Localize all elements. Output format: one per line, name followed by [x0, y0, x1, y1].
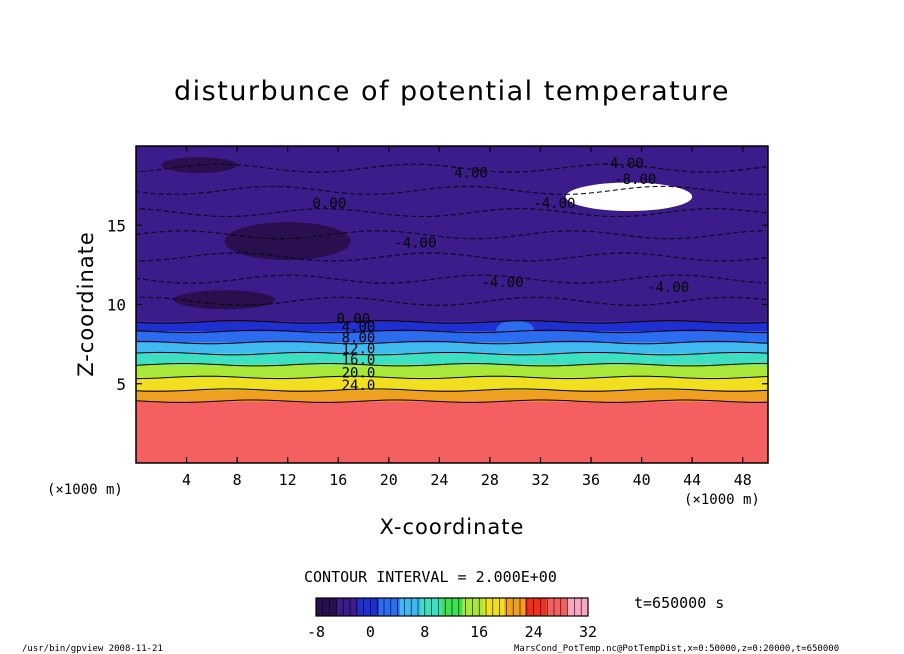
- contour-label-6: -4.00: [481, 275, 523, 291]
- field-anomaly-0: [565, 182, 693, 211]
- contour-line-0: [136, 399, 768, 403]
- colorbar-frame: [315, 597, 589, 617]
- field-band-4: [136, 353, 768, 365]
- colorbar-swatch-10: [525, 598, 547, 616]
- contour-line-7: [136, 320, 768, 324]
- contour-label-13: 20.0: [342, 365, 376, 381]
- colorbar-tick-label-0: -8: [307, 623, 325, 641]
- colorbar-swatch-1: [336, 598, 359, 616]
- x-unit-label: (×1000 m): [684, 492, 760, 508]
- z-unit-label: (×1000 m): [47, 482, 123, 498]
- x-tick-label-9: 40: [633, 471, 651, 489]
- contour-label-2: -8.00: [614, 172, 656, 188]
- x-tick-label-5: 24: [430, 471, 448, 489]
- contour-label-1: -4.00: [602, 156, 644, 172]
- x-tick-label-0: 4: [182, 471, 191, 489]
- contour-dashed-3: [136, 230, 767, 240]
- colorbar-tick-label-1: 0: [366, 623, 375, 641]
- contour-label-7: -4.00: [647, 280, 689, 296]
- x-tick-label-6: 28: [481, 471, 499, 489]
- field-band-6: [136, 331, 768, 343]
- contour-layer: [136, 163, 768, 403]
- contour-dashed-1: [136, 274, 767, 284]
- contour-label-4: -4.00: [533, 196, 575, 212]
- field-layer: [136, 146, 768, 463]
- colorbar-swatch-2: [357, 598, 380, 616]
- colorbar-swatch-0: [316, 598, 338, 616]
- contour-line-3: [136, 363, 768, 367]
- x-tick-label-1: 8: [233, 471, 242, 489]
- colorbar-tick-label-4: 24: [525, 623, 543, 641]
- x-tick-label-3: 16: [329, 471, 347, 489]
- contour-label-14: 24.0: [342, 378, 376, 394]
- contour-label-5: -4.00: [394, 235, 436, 251]
- x-tick-label-2: 12: [279, 471, 297, 489]
- chart-title: disturbunce of potential temperature: [174, 76, 730, 107]
- contour-dashed-2: [136, 252, 767, 262]
- colorbar-swatch-12: [567, 598, 589, 616]
- contour-label-12: 16.0: [342, 353, 376, 369]
- contour-line-1: [136, 388, 768, 392]
- contour-label-8: 0.00: [337, 312, 371, 328]
- field-band-1: [136, 390, 768, 402]
- y-tick-label-2: 15: [107, 216, 126, 235]
- contour-line-2: [136, 375, 768, 380]
- contour-dashed-5: [136, 185, 767, 195]
- colorbar-tick-label-5: 32: [579, 623, 597, 641]
- colorbar-swatch-4: [399, 598, 422, 616]
- time-label: t=650000 s: [634, 594, 725, 612]
- contour-label-0: 4.00: [454, 166, 488, 182]
- field-band-7: [136, 321, 768, 332]
- y-ticks: 5 10 15: [107, 216, 768, 394]
- contour-label-10: 8.00: [342, 331, 376, 347]
- x-tick-label-8: 36: [582, 471, 600, 489]
- field-band-2: [136, 377, 768, 391]
- y-tick-label-0: 5: [116, 375, 126, 394]
- contour-dashed-0: [136, 296, 767, 306]
- x-tick-label-4: 20: [380, 471, 398, 489]
- field-band-5: [136, 342, 768, 354]
- colorbar-swatch-11: [546, 598, 568, 616]
- contour-label-3: 0.00: [313, 196, 347, 212]
- x-tick-label-7: 32: [531, 471, 549, 489]
- y-tick-label-1: 10: [107, 296, 126, 315]
- x-ticks: 4 8 12 16 20 24 28 32 36 40 44 48: [182, 146, 752, 489]
- contour-line-5: [136, 340, 768, 345]
- field-band-3: [136, 364, 768, 378]
- contour-dashed-4: [136, 208, 767, 218]
- colorbar-tick-label-3: 16: [470, 623, 488, 641]
- footer-right: MarsCond_PotTemp.nc@PotTempDist,x=0:5000…: [514, 644, 840, 654]
- contour-interval: CONTOUR INTERVAL = 2.000E+00: [304, 568, 557, 586]
- x-axis-label: X-coordinate: [379, 515, 525, 539]
- field-anomaly-2: [224, 222, 351, 261]
- contour-label-11: 12.0: [342, 342, 376, 358]
- footer-left: /usr/bin/gpview 2008-11-21: [22, 644, 163, 654]
- colorbar-tick-label-2: 8: [420, 623, 429, 641]
- contour-labels: 4.00-4.00-8.000.00 -4.00-4.00-4.00 -4.000.…: [313, 156, 690, 394]
- contour-line-6: [136, 329, 768, 334]
- field-anomaly-3: [173, 290, 276, 310]
- field-band-0: [136, 401, 768, 463]
- x-tick-label-11: 48: [734, 471, 752, 489]
- contour-label-9: 4.00: [342, 319, 376, 335]
- contour-dashed-6: [136, 163, 767, 173]
- colorbar-swatch-7: [462, 598, 484, 616]
- colorbar-swatch-3: [378, 598, 401, 616]
- field-anomaly-1: [496, 320, 535, 340]
- colorbar: -8 0 8 16 24 32: [307, 597, 597, 641]
- colorbar-swatch-9: [504, 598, 526, 616]
- x-tick-label-10: 44: [683, 471, 701, 489]
- colorbar-swatch-8: [483, 598, 505, 616]
- contour-line-4: [136, 351, 768, 356]
